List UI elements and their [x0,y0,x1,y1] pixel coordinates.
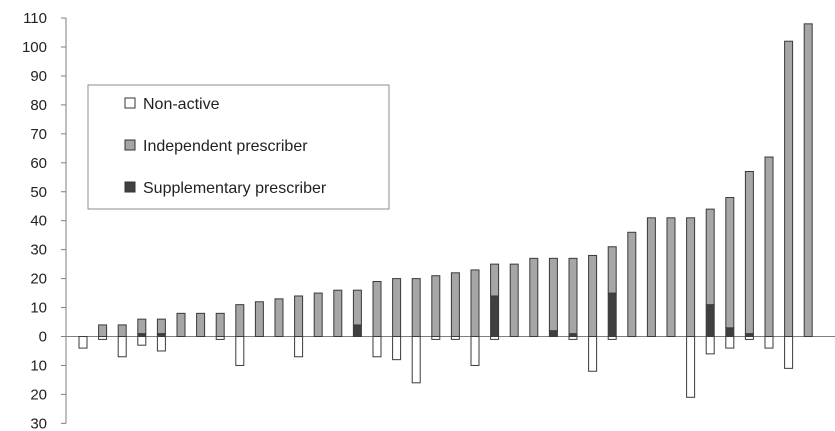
bar-non-active [156,336,166,352]
bar-non-active [78,336,88,349]
bar-non-active [470,336,480,366]
bar-independent [490,263,500,297]
bar-non-active [725,336,735,349]
bar-independent [313,292,323,338]
y-tick-label: 90 [30,68,47,85]
bar-independent [548,257,558,332]
bar-independent [450,272,460,337]
y-tick-label: 0 [39,329,47,346]
legend-swatch-independent [124,139,136,151]
legend-box [87,84,390,210]
bar-supplementary [705,304,715,337]
bar-non-active [784,336,794,369]
y-tick-label: 30 [30,242,47,259]
y-tick-label: 10 [30,357,47,374]
bar-non-active [235,336,245,366]
bar-independent [352,289,362,326]
y-tick-label: 70 [30,126,47,143]
bar-non-active [705,336,715,355]
y-tick-label: 20 [30,271,47,288]
bar-independent [470,269,480,338]
bar-independent [196,312,206,337]
y-tick-label: 40 [30,213,47,230]
bar-independent [431,275,441,337]
bar-independent [254,301,264,338]
y-tick-label: 20 [30,386,47,403]
bar-independent [764,156,774,337]
bar-non-active [372,336,382,358]
bar-independent [372,280,382,337]
bar-independent [705,208,715,306]
bar-supplementary [548,330,558,337]
legend-swatch-supplementary [124,181,136,193]
axes [61,17,835,424]
bar-independent [117,324,127,338]
legend: Non-active Independent prescriber Suppleme… [87,84,390,210]
bar-independent [333,289,343,337]
bar-independent [156,318,166,335]
y-tick-label: 50 [30,184,47,201]
bar-non-active [686,336,696,398]
bar-non-active [764,336,774,349]
bar-non-active [392,336,402,361]
bar-non-active [117,336,127,358]
bar-independent [392,278,402,338]
bar-supplementary [352,324,362,338]
bar-non-active [411,336,421,384]
bar-independent [529,257,539,337]
bar-supplementary [490,295,500,337]
bar-independent [725,197,735,329]
legend-label-non-active: Non-active [143,96,220,113]
bar-non-active [137,336,147,346]
bar-independent [235,304,245,337]
y-tick-label: 10 [30,300,47,317]
bar-independent [568,257,578,335]
legend-label-supplementary: Supplementary prescriber [143,180,327,197]
bar-independent [607,246,617,294]
bar-independent [411,278,421,338]
bar-independent [215,312,225,337]
bar-non-active [294,336,304,358]
bar-independent [646,217,656,337]
legend-label-independent: Independent prescriber [143,138,308,155]
bar-independent [784,40,794,338]
y-tick-label: 100 [22,39,47,56]
bar-non-active [588,336,598,372]
bar-independent [98,324,108,338]
bar-independent [588,254,598,337]
bar-independent [176,312,186,337]
y-tick-label: 30 [30,415,47,431]
bar-independent [294,295,304,337]
y-tick-label: 60 [30,155,47,172]
bar-independent [509,263,519,337]
bar-independent [137,318,147,335]
bar-independent [627,231,637,337]
bar-independent [666,217,676,337]
bar-independent [744,170,754,335]
bar-independent [803,23,813,338]
bar-supplementary [607,292,617,338]
y-tick-label: 80 [30,97,47,114]
bar-independent [686,217,696,337]
bar-supplementary [725,327,735,338]
legend-swatch-non-active [124,97,136,109]
bars [78,23,813,398]
y-tick-label: 110 [23,10,47,27]
bar-independent [274,298,284,337]
